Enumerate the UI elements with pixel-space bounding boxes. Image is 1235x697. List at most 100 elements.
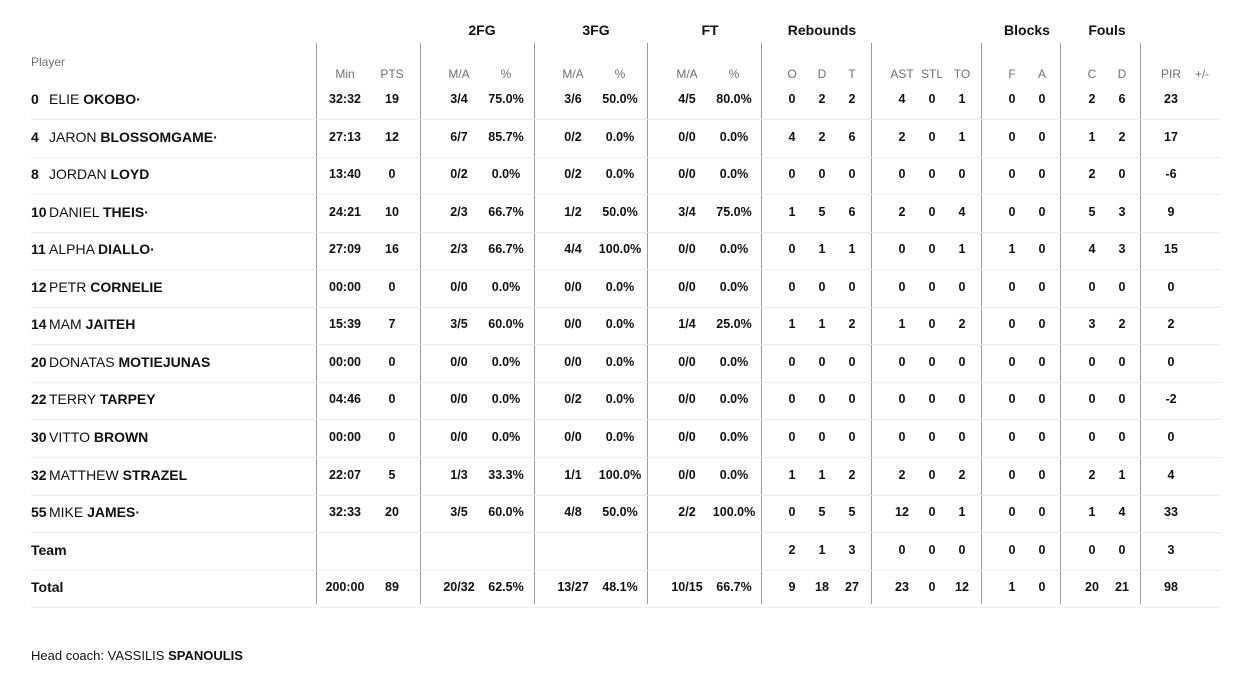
player-number: 32 [31, 466, 47, 483]
stat-fg2-pct: 60.0% [488, 317, 524, 332]
player-first-name: ELIE [49, 91, 80, 107]
stat-pir: 3 [1167, 542, 1175, 557]
stat-to: 0 [958, 279, 966, 294]
column-header-ft-pct: % [728, 67, 740, 81]
stat-fg2-made-attempted: 2/3 [450, 242, 468, 257]
stat-ast: 0 [898, 429, 906, 444]
player-number: 22 [31, 391, 47, 408]
player-first-name: TERRY [49, 391, 96, 408]
stat-to: 0 [958, 392, 966, 407]
stat-min: 00:00 [329, 354, 361, 369]
stat-tot-reb: 6 [848, 204, 856, 219]
stat-fouls-drawn: 0 [1118, 354, 1126, 369]
stat-ft-pct: 0.0% [719, 129, 749, 144]
player-name: 11 ALPHA DIALLO· [31, 241, 155, 257]
player-last-name: JAITEH [85, 316, 136, 333]
stat-ft-made-attempted: 0/0 [678, 354, 696, 369]
column-header-fg2-made-attempted: M/A [448, 67, 470, 81]
stat-fg2-made-attempted: 3/5 [450, 317, 468, 332]
stat-ft-pct: 66.7% [716, 580, 752, 595]
head-coach-last-name: SPANOULIS [168, 648, 243, 663]
row-divider [31, 532, 1221, 533]
player-first-name: VITTO [49, 428, 90, 445]
stat-pir: -6 [1165, 167, 1177, 182]
stat-blk-for: 0 [1008, 429, 1016, 444]
stat-ft-pct: 75.0% [716, 204, 752, 219]
player-last-name: Team [31, 541, 67, 558]
column-header-pir: PIR [1160, 67, 1182, 81]
stat-off-reb: 9 [788, 580, 796, 595]
stat-blk-for: 1 [1008, 580, 1016, 595]
stat-tot-reb: 27 [845, 580, 859, 595]
player-name: 20 DONATAS MOTIEJUNAS [31, 354, 210, 370]
stat-min: 200:00 [325, 580, 365, 595]
row-divider [31, 457, 1221, 458]
stat-min: 24:21 [329, 204, 361, 219]
stat-blk-against: 0 [1038, 392, 1046, 407]
stat-fg2-pct: 85.7% [488, 129, 524, 144]
head-coach-first-name: VASSILIS [107, 648, 165, 663]
stat-fg2-made-attempted: 1/3 [450, 467, 468, 482]
stat-ft-made-attempted: 0/0 [678, 429, 696, 444]
stat-fouls-drawn: 0 [1118, 429, 1126, 444]
stat-ast: 0 [898, 392, 906, 407]
player-first-name: ALPHA [49, 241, 95, 258]
stat-def-reb: 1 [818, 542, 826, 557]
stat-fouls-committed: 1 [1088, 129, 1096, 144]
stat-stl: 0 [928, 354, 936, 369]
stat-fg3-made-attempted: 0/2 [564, 167, 582, 182]
stat-fouls-committed: 2 [1088, 467, 1096, 482]
player-name: 12 PETR CORNELIE [31, 279, 163, 295]
stat-pir: 0 [1167, 429, 1175, 444]
stat-ast: 0 [898, 354, 906, 369]
stat-tot-reb: 0 [848, 167, 856, 182]
stat-pts: 0 [388, 429, 396, 444]
stat-min: 13:40 [329, 167, 361, 182]
stat-blk-against: 0 [1038, 317, 1046, 332]
stat-off-reb: 0 [788, 354, 796, 369]
stat-ft-made-attempted: 0/0 [678, 392, 696, 407]
column-header-blk-against: A [1037, 67, 1047, 81]
stat-fg2-pct: 0.0% [491, 392, 521, 407]
stat-blk-against: 0 [1038, 429, 1046, 444]
stat-fg3-made-attempted: 0/2 [564, 392, 582, 407]
stat-fouls-drawn: 2 [1118, 129, 1126, 144]
stat-blk-for: 0 [1008, 204, 1016, 219]
player-name: 22 TERRY TARPEY [31, 391, 156, 407]
stat-blk-against: 0 [1038, 92, 1046, 106]
stat-fouls-drawn: 4 [1118, 505, 1126, 520]
column-header-tot-reb: T [848, 67, 856, 81]
player-first-name: MAM [49, 316, 82, 333]
stat-ast: 0 [898, 542, 906, 557]
stat-min: 15:39 [329, 317, 361, 332]
stat-min: 00:00 [329, 429, 361, 444]
stat-fg3-pct: 100.0% [598, 242, 642, 257]
group-header-fg2: 2FG [468, 22, 496, 38]
stat-tot-reb: 3 [848, 542, 856, 557]
stat-fouls-drawn: 21 [1115, 580, 1129, 595]
stat-fg3-made-attempted: 3/6 [564, 92, 582, 106]
stat-ast: 0 [898, 242, 906, 257]
player-number: 30 [31, 428, 47, 445]
stat-pir: 23 [1164, 92, 1178, 106]
stat-ft-made-attempted: 2/2 [678, 505, 696, 520]
stat-to: 0 [958, 542, 966, 557]
column-divider [761, 43, 762, 604]
stat-fg3-made-attempted: 0/2 [564, 129, 582, 144]
column-header-plus-minus: +/- [1194, 67, 1210, 81]
stat-to: 1 [958, 92, 966, 106]
player-last-name: THEIS· [102, 203, 149, 220]
column-divider [647, 43, 648, 604]
column-divider [1060, 43, 1061, 604]
column-divider [420, 43, 421, 604]
stat-pts: 0 [388, 279, 396, 294]
group-header-blk: Blocks [1004, 22, 1050, 38]
stat-blk-for: 0 [1008, 354, 1016, 369]
stat-min: 32:33 [329, 505, 361, 520]
stat-tot-reb: 6 [848, 129, 856, 144]
stat-blk-for: 0 [1008, 167, 1016, 182]
stat-tot-reb: 0 [848, 354, 856, 369]
group-header-fg3: 3FG [582, 22, 610, 38]
player-name: 55 MIKE JAMES· [31, 504, 140, 520]
player-first-name: MIKE [49, 504, 84, 521]
